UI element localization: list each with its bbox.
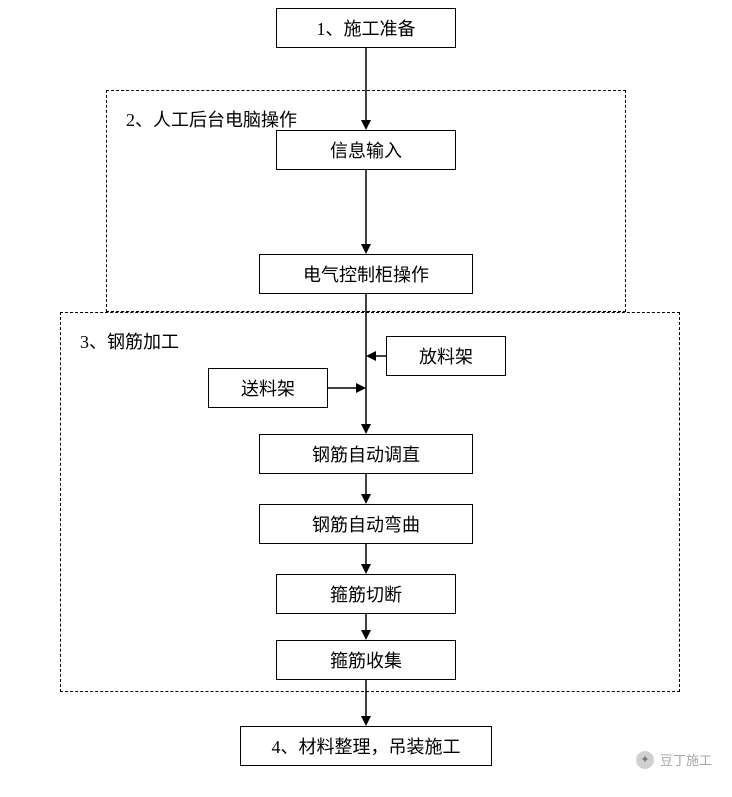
wechat-icon: ✦ [636, 751, 654, 769]
node-label: 箍筋切断 [330, 581, 402, 607]
flowchart-canvas: 2、人工后台电脑操作 3、钢筋加工 1、施工准备 信息输入 [0, 0, 732, 797]
node-label: 电气控制柜操作 [303, 261, 429, 287]
node-final: 4、材料整理，吊装施工 [240, 726, 492, 766]
node-straighten: 钢筋自动调直 [259, 434, 473, 474]
node-input: 信息输入 [276, 130, 456, 170]
node-supply-rack: 送料架 [208, 368, 328, 408]
watermark: ✦ 豆丁施工 [636, 750, 712, 769]
node-label: 信息输入 [330, 137, 402, 163]
node-label: 4、材料整理，吊装施工 [272, 733, 461, 759]
node-label: 1、施工准备 [317, 15, 416, 41]
group-2-label: 2、人工后台电脑操作 [126, 106, 297, 132]
node-label: 送料架 [241, 375, 295, 401]
group-3-label: 3、钢筋加工 [80, 328, 179, 354]
node-prep: 1、施工准备 [276, 8, 456, 48]
watermark-text: 豆丁施工 [660, 750, 712, 769]
node-label: 钢筋自动调直 [312, 441, 420, 467]
node-label: 钢筋自动弯曲 [312, 511, 420, 537]
node-label: 箍筋收集 [330, 647, 402, 673]
node-feeder-rack: 放料架 [386, 336, 506, 376]
node-bend: 钢筋自动弯曲 [259, 504, 473, 544]
group-3 [60, 312, 680, 692]
node-label: 放料架 [419, 343, 473, 369]
node-collect: 箍筋收集 [276, 640, 456, 680]
node-cabinet: 电气控制柜操作 [259, 254, 473, 294]
node-cut: 箍筋切断 [276, 574, 456, 614]
